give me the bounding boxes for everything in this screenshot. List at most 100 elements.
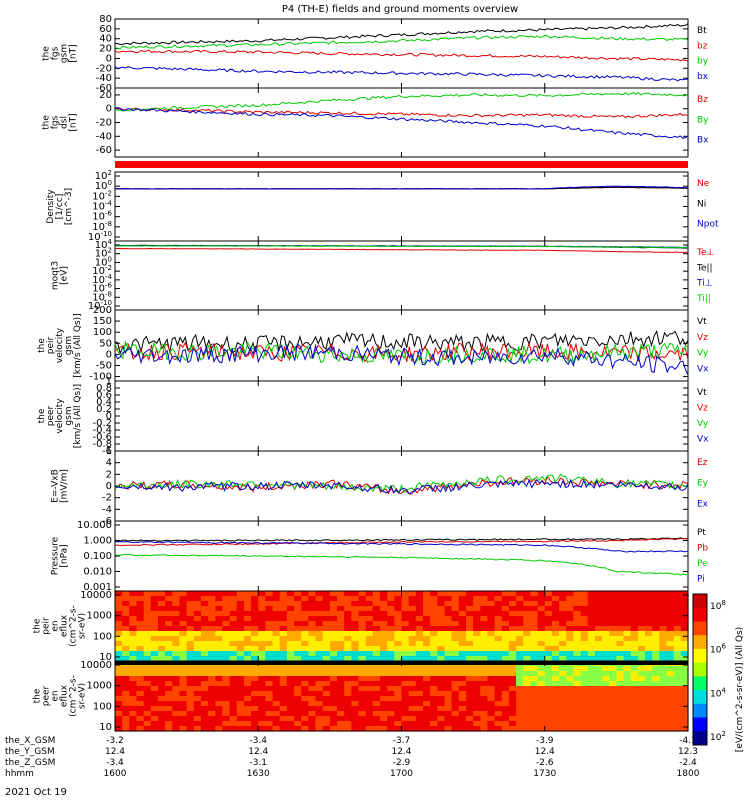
y-axis-label: the — [42, 46, 52, 61]
y-tick-label: 80 — [99, 14, 112, 25]
y-axis-label: Pressure — [51, 536, 61, 575]
y-tick-label: 100 — [93, 327, 112, 338]
x-tick-label: -3.1 — [249, 758, 267, 768]
y-tick-label: 1.000 — [83, 536, 112, 547]
y-tick-label: 0.4 — [96, 397, 112, 408]
legend-entry: Vy — [697, 349, 709, 359]
y-tick-label: 100 — [95, 255, 112, 268]
panel-fgs_dsl: 20 0 -20 -40 -60 the fgs dsl [nT] Bz By Bx — [42, 87, 709, 158]
series-line-Npot — [115, 185, 689, 190]
y-axis-label: the — [37, 408, 47, 423]
y-axis-label: en — [51, 620, 61, 631]
y-axis-label: peer — [42, 685, 52, 706]
y-tick-label: 10000 — [80, 660, 112, 671]
x-tick-label: 1630 — [247, 769, 270, 779]
y-tick-label: 20 — [99, 90, 112, 101]
x-tick-label: 1700 — [390, 769, 413, 779]
y-axis-label: [eV] — [60, 266, 70, 285]
legend-entry: Ez — [697, 458, 708, 468]
y-axis-label: eflux — [60, 684, 70, 707]
series-line-By — [114, 91, 689, 112]
legend-entry: Npot — [697, 220, 719, 230]
y-axis-label: E=-VxB — [51, 469, 61, 503]
y-axis-label: velocity — [55, 327, 65, 363]
y-axis-label: sr-eV) — [78, 683, 88, 709]
y-tick-label: -60 — [96, 83, 112, 94]
series-line-Ti|| — [114, 245, 688, 249]
series-line-Pi — [114, 541, 689, 553]
legend-entry: Ex — [697, 499, 709, 509]
y-tick-label: 50 — [99, 338, 112, 349]
series-line-Pt — [114, 537, 689, 542]
panel-pressure: 10.000 1.000 0.100 0.010 0.001 Pressure [nPa] P… — [51, 520, 709, 593]
legend-entry: Vx — [697, 435, 709, 445]
y-tick-label: 0.001 — [83, 582, 112, 593]
y-tick-label: 10-6 — [92, 210, 112, 223]
series-line-Pb — [114, 537, 689, 547]
y-tick-label: -0.2 — [92, 418, 112, 429]
y-tick-label: -6 — [102, 516, 112, 527]
y-axis-label: fgs — [51, 46, 61, 60]
panel-frame — [114, 309, 689, 382]
x-tick-label: -4.1 — [679, 736, 697, 746]
y-axis-label: the — [33, 618, 43, 633]
series-line-Te⊥ — [114, 247, 689, 253]
x-tick-label: -3.7 — [393, 736, 411, 746]
x-tick-label: -3.9 — [536, 736, 554, 746]
y-tick-label: 10-4 — [92, 273, 112, 286]
legend-entry: Bt — [697, 26, 707, 36]
y-tick-label: 10-10 — [88, 230, 112, 243]
legend-entry: Vt — [697, 388, 707, 398]
y-tick-label: 0.100 — [83, 551, 112, 562]
x-tick-label: -2.9 — [393, 758, 411, 768]
legend-entry: Pb — [697, 544, 708, 554]
y-axis-label: gsm — [64, 406, 74, 425]
y-axis-label: peer — [46, 405, 56, 426]
y-axis-label: [nPa] — [60, 544, 70, 567]
legend-entry: Pi — [697, 575, 705, 585]
legend-entry: Ti|| — [696, 294, 711, 304]
y-axis-label: [cm^-3] — [64, 188, 74, 225]
y-tick-label: -60 — [96, 145, 112, 156]
y-tick-label: 1000 — [87, 611, 112, 622]
y-tick-label: 10-6 — [92, 282, 112, 295]
x-tick-label: 1800 — [677, 769, 700, 779]
legend-entry: Ey — [697, 479, 709, 489]
x-tick-label: 12.4 — [535, 747, 555, 757]
x-row-label: the_X_GSM — [5, 736, 55, 746]
y-axis-label: gsm — [64, 336, 74, 355]
legend-entry: bz — [697, 41, 708, 51]
x-tick-label: 1600 — [104, 769, 127, 779]
series-line-Bz — [114, 107, 689, 119]
y-tick-label: 0 — [106, 411, 112, 422]
legend-entry: Bx — [697, 136, 709, 146]
panel-peer_velocity: 10.80.60.40.20-0.2-0.4-0.6-0.8-1 the peer v… — [37, 376, 709, 457]
x-tick-label: -2.6 — [536, 758, 554, 768]
colorbar-frame — [692, 593, 708, 746]
legend-entry: Bz — [697, 95, 708, 105]
panel-peer_eflux: 10000 1000 100 10 the peer en eflux (cm^2-s-sr-e… — [33, 660, 689, 733]
y-tick-label: 102 — [95, 247, 112, 260]
y-axis-label: [km/s (All Qs)] — [73, 384, 83, 448]
y-tick-label: 0 — [106, 53, 112, 64]
y-tick-label: -0.6 — [92, 432, 112, 443]
quality-flag-bar — [115, 161, 688, 168]
panel-frame — [114, 380, 689, 452]
series-line-Bx — [114, 106, 689, 139]
legend-entry: Ne — [697, 179, 710, 189]
y-tick-label: 0.8 — [96, 383, 112, 394]
y-tick-label: -40 — [96, 131, 112, 142]
series-line-Pe — [114, 553, 689, 576]
colorbar-label: [eV/(cm^2-s-sr-eV)] (All Qs) — [735, 627, 745, 752]
series-line-Vx — [114, 343, 689, 376]
panel-quality_flag — [115, 161, 688, 168]
x-tick-label: -2.4 — [679, 758, 697, 768]
y-axis-label: peir — [46, 336, 56, 354]
y-axis-label: [mV/m] — [60, 469, 70, 503]
x-tick-label: 12.4 — [391, 747, 411, 757]
series-line-bx — [114, 66, 688, 82]
panel-peir_eflux: 10000 1000 100 10 the peir en eflux (cm^2-s-sr-e… — [33, 590, 689, 663]
y-tick-label: 10-4 — [92, 200, 112, 213]
